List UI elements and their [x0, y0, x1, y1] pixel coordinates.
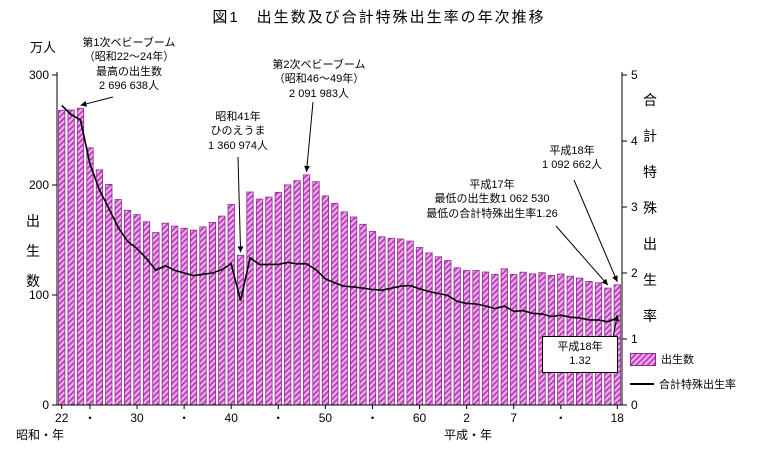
svg-text:50: 50 [319, 411, 333, 425]
left-axis-unit-label: 万人 [30, 40, 57, 55]
annotation-arrows-group [80, 96, 620, 339]
svg-text:3: 3 [631, 200, 638, 214]
svg-text:200: 200 [29, 178, 49, 192]
births-bars-group [58, 107, 621, 406]
svg-text:0: 0 [42, 398, 49, 412]
svg-text:・: ・ [84, 411, 96, 425]
svg-text:・: ・ [366, 411, 378, 425]
left-axis-title: 出 生 数 [26, 213, 40, 289]
svg-text:・: ・ [272, 411, 284, 425]
svg-text:0: 0 [631, 398, 638, 412]
legend-tfr-line-swatch [630, 383, 654, 385]
svg-text:・: ・ [555, 411, 567, 425]
annotation-second-baby-boom: 第2次ベビーブーム （昭和46～49年） 2 091 983人 [272, 59, 366, 100]
axes-group: 0 100 200 300 0 1 2 3 4 5 22 ・ 30 ・ 40 ・ 50 ・ 60 2 7 ・ 18 [29, 68, 638, 425]
svg-text:2: 2 [463, 411, 470, 425]
svg-text:1: 1 [631, 332, 638, 346]
tfr-line-group [61, 104, 618, 323]
right-axis-title: 合 計 特 殊 出 生 率 [643, 92, 657, 324]
svg-text:300: 300 [29, 68, 49, 82]
annotation-hinoeuma-1966: 昭和41年 ひのえうま 1 360 974人 [208, 111, 268, 152]
svg-text:30: 30 [130, 411, 144, 425]
svg-text:18: 18 [611, 411, 625, 425]
svg-text:5: 5 [631, 68, 638, 82]
svg-text:4: 4 [631, 134, 638, 148]
annotation-heisei18-tfr-box: 平成18年 1.32 [542, 336, 618, 373]
svg-text:2: 2 [631, 266, 638, 280]
svg-text:・: ・ [178, 411, 190, 425]
annotation-first-baby-boom: 第1次ベビーブーム （昭和22～24年） 最高の出生数 2 696 638人 [82, 37, 176, 92]
legend-item-tfr: 合計特殊出生率 [630, 376, 736, 392]
figure-title: 図1 出生数及び合計特殊出生率の年次推移 [212, 9, 546, 26]
legend-births-swatch [630, 352, 656, 366]
x-axis-era-showa: 昭和・年 [16, 428, 65, 442]
legend: 出生数 合計特殊出生率 [630, 351, 736, 401]
svg-text:22: 22 [55, 411, 69, 425]
svg-text:100: 100 [29, 288, 49, 302]
svg-text:60: 60 [413, 411, 427, 425]
annotation-heisei17-lowest: 平成17年 最低の出生数1 062 530 最低の合計特殊出生率1.26 [426, 179, 558, 220]
svg-text:7: 7 [510, 411, 517, 425]
legend-births-label: 出生数 [661, 354, 694, 366]
svg-text:40: 40 [225, 411, 239, 425]
x-axis-era-heisei: 平成・年 [444, 428, 493, 442]
annotation-heisei18-births: 平成18年 1 092 662人 [542, 145, 602, 172]
legend-item-births: 出生数 [630, 351, 736, 367]
legend-tfr-label: 合計特殊出生率 [659, 379, 736, 391]
